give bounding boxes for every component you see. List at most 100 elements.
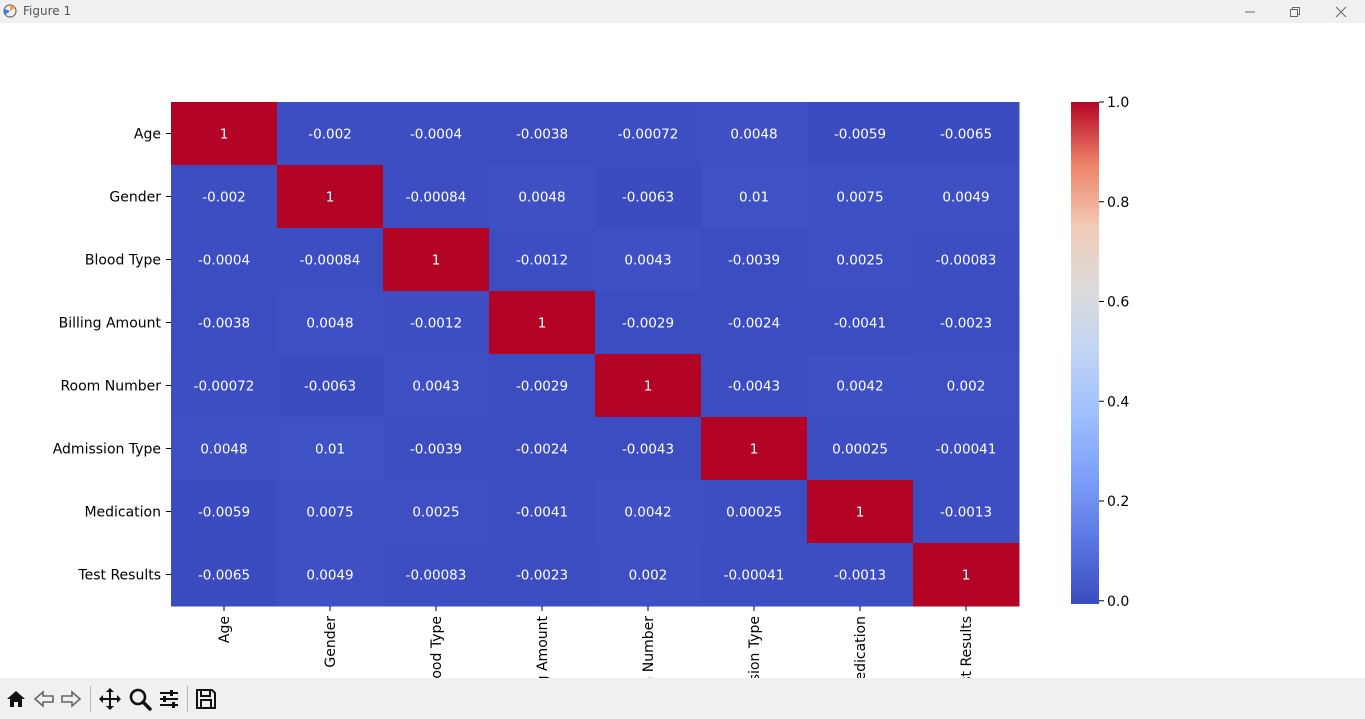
- y-tick-label: Age: [134, 127, 161, 143]
- cell-annotation: 0.002: [629, 568, 668, 584]
- cell-annotation: 1: [962, 568, 971, 584]
- cell-annotation: -0.0041: [516, 505, 568, 521]
- cell-annotation: -0.00041: [724, 568, 785, 584]
- cell-annotation: 1: [326, 190, 335, 206]
- heatmap-cell: [171, 417, 278, 481]
- cell-annotation: 1: [856, 505, 865, 521]
- cell-annotation: 0.0048: [306, 316, 353, 332]
- cell-annotation: -0.0024: [728, 316, 780, 332]
- heatmap-cell: [807, 354, 914, 418]
- heatmap-cell: [701, 354, 808, 418]
- pan-button[interactable]: [97, 687, 123, 711]
- heatmap-cell: [171, 165, 278, 229]
- cell-annotation: 0.0043: [412, 379, 459, 395]
- cell-annotation: -0.0023: [516, 568, 568, 584]
- x-tick-label: Blood Type: [429, 616, 445, 678]
- y-tick-label: Gender: [109, 190, 161, 206]
- x-tick-label: Billing Amount: [535, 615, 551, 678]
- heatmap-cell: [807, 480, 914, 544]
- heatmap-cell: [595, 165, 702, 229]
- x-tick-label: Admission Type: [747, 616, 763, 678]
- minimize-button[interactable]: [1227, 0, 1273, 23]
- cell-annotation: -0.0029: [516, 379, 568, 395]
- configure-icon: [160, 690, 178, 708]
- heatmap-cell: [277, 165, 384, 229]
- heatmap-cell: [807, 165, 914, 229]
- colorbar-tick-label: 1.0: [1107, 95, 1129, 111]
- x-tick-label: Gender: [323, 616, 339, 668]
- heatmap-cell: [701, 543, 808, 607]
- close-button[interactable]: [1318, 0, 1364, 23]
- cell-annotation: -0.0012: [516, 253, 568, 269]
- heatmap-cell: [807, 543, 914, 607]
- heatmap-cell: [277, 417, 384, 481]
- colorbar: [1071, 102, 1099, 604]
- heatmap-cell: [277, 102, 384, 166]
- heatmap-cell: [595, 291, 702, 355]
- cell-annotation: -0.0043: [622, 442, 674, 458]
- cell-annotation: 0.0043: [624, 253, 671, 269]
- heatmap-cell: [807, 102, 914, 166]
- heatmap-cell: [595, 102, 702, 166]
- heatmap-cell: [383, 543, 490, 607]
- heatmap-cell: [489, 291, 596, 355]
- heatmap-cell: [701, 228, 808, 292]
- heatmap-cell: [277, 354, 384, 418]
- cell-annotation: 0.0048: [200, 442, 247, 458]
- heatmap-cell: [913, 480, 1020, 544]
- cell-annotation: -0.0038: [516, 127, 568, 143]
- colorbar-tick-label: 0.8: [1107, 195, 1129, 211]
- cell-annotation: 0.01: [315, 442, 345, 458]
- cell-annotation: 1: [220, 127, 229, 143]
- cell-annotation: -0.00083: [406, 568, 467, 584]
- restore-button[interactable]: [1272, 0, 1318, 23]
- x-tick-label: Medication: [853, 616, 869, 678]
- cell-annotation: -0.0041: [834, 316, 886, 332]
- window-title: Figure 1: [23, 4, 72, 18]
- x-tick-label: Age: [217, 616, 233, 643]
- colorbar-tick-label: 0.2: [1107, 494, 1129, 510]
- heatmap-cell: [595, 228, 702, 292]
- cell-annotation: 1: [750, 442, 759, 458]
- zoom-button[interactable]: [127, 687, 153, 711]
- cell-annotation: 0.00025: [726, 505, 782, 521]
- configure-subplots-button[interactable]: [156, 687, 182, 711]
- heatmap-cell: [171, 291, 278, 355]
- heatmap-cell: [383, 291, 490, 355]
- save-button[interactable]: [193, 687, 219, 711]
- save-icon: [196, 689, 216, 709]
- heatmap-cell: [595, 480, 702, 544]
- zoom-icon: [129, 688, 152, 711]
- cell-annotation: -0.00072: [194, 379, 255, 395]
- y-tick-label: Test Results: [77, 568, 161, 584]
- heatmap-cell: [489, 165, 596, 229]
- y-tick-label: Blood Type: [85, 253, 161, 269]
- cell-annotation: -0.0039: [410, 442, 462, 458]
- colorbar-tick-label: 0.4: [1107, 394, 1129, 410]
- figure-canvas[interactable]: 1 -0.002 -0.0004 -0.0038 -0.00072 0.0048 -0.00…: [0, 23, 1365, 678]
- colorbar-tick-label: 0.6: [1107, 295, 1129, 311]
- heatmap-cell: [489, 102, 596, 166]
- cell-annotation: 0.01: [739, 190, 769, 206]
- cell-annotation: 0.0049: [942, 190, 989, 206]
- heatmap-cell: [489, 354, 596, 418]
- cell-annotation: -0.0043: [728, 379, 780, 395]
- heatmap-cell: [701, 102, 808, 166]
- back-icon: [33, 690, 54, 708]
- cell-annotation: -0.0013: [834, 568, 886, 584]
- cell-annotation: -0.002: [308, 127, 352, 143]
- cell-annotation: -0.0065: [940, 127, 992, 143]
- heatmap-cell: [913, 417, 1020, 481]
- heatmap-cell: [383, 102, 490, 166]
- forward-button[interactable]: [58, 687, 84, 711]
- toolbar-separator: [90, 686, 91, 712]
- home-button[interactable]: [3, 687, 29, 711]
- heatmap-cell: [913, 228, 1020, 292]
- back-button[interactable]: [31, 687, 57, 711]
- heatmap-cell: [489, 543, 596, 607]
- heatmap-cell: [171, 543, 278, 607]
- heatmap-cell: [383, 228, 490, 292]
- heatmap-cell: [383, 417, 490, 481]
- cell-annotation: -0.00072: [618, 127, 679, 143]
- cell-annotation: 0.0042: [836, 379, 883, 395]
